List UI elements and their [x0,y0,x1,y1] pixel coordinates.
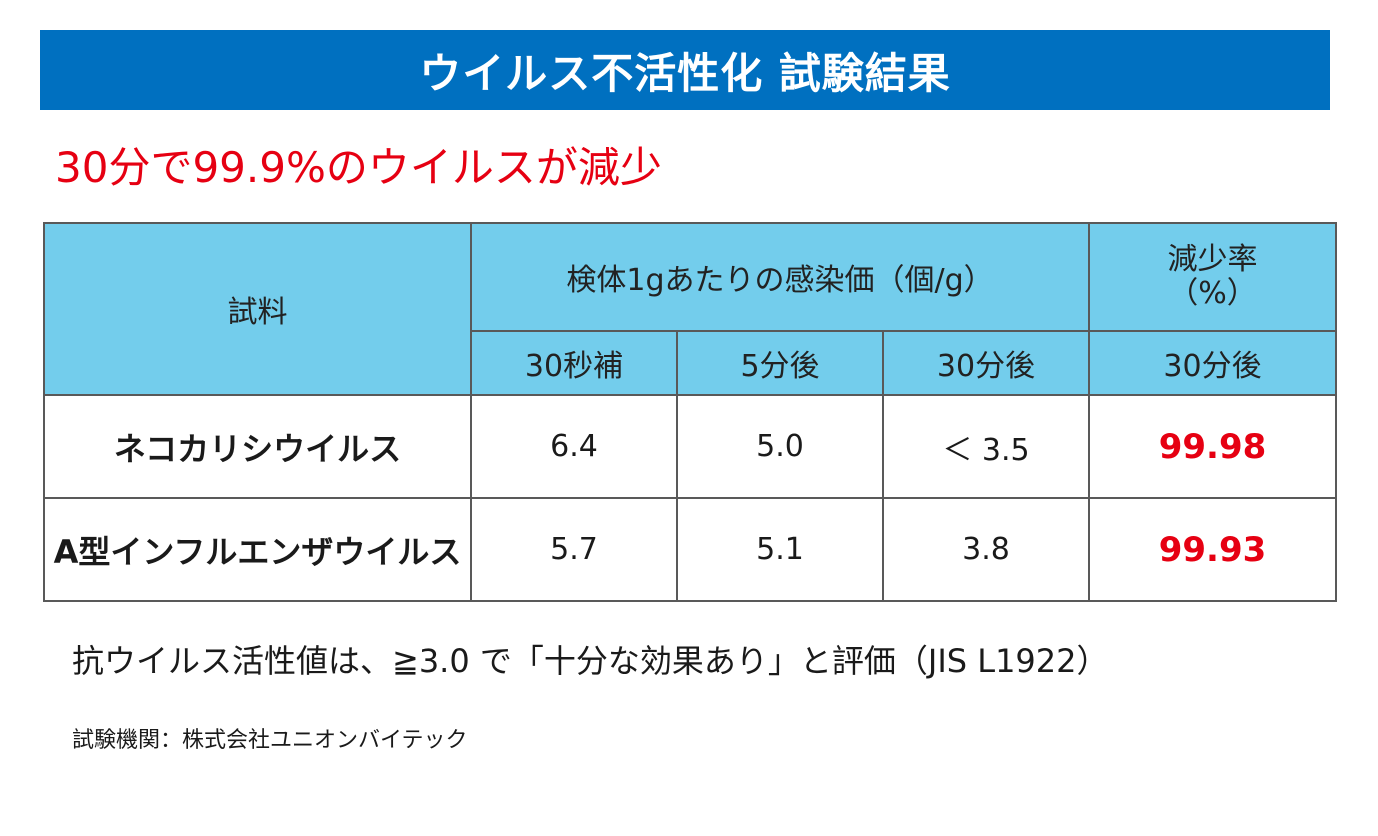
header-sample: 試料 [43,222,472,396]
subheader-30s: 30秒補 [470,330,678,396]
sample-name: A型インフルエンザウイルス [43,497,472,602]
evaluation-note: 抗ウイルス活性値は、≧3.0 で「十分な効果あり」と評価（JIS L1922） [72,642,1109,680]
table-subheader-row: 30秒補 5分後 30分後 30分後 [44,330,1337,396]
testing-institution: 試験機関：株式会社ユニオンバイテック [72,728,468,753]
table-row: ネコカリシウイルス 6.4 5.0 ＜ 3.5 99.98 [43,394,1337,499]
subheader-5m: 5分後 [676,330,884,396]
header-rate-label: 減少率 [1167,241,1258,277]
value-5m: 5.1 [676,497,884,602]
value-30s: 5.7 [470,497,678,602]
title-banner: ウイルス不活性化 試験結果 [40,30,1330,110]
value-5m: 5.0 [676,394,884,499]
value-30m: ＜ 3.5 [882,394,1090,499]
headline: 30分で99.9%のウイルスが減少 [55,143,662,192]
results-table: 試料 検体1gあたりの感染価（個/g） 減少率 （%） 30秒補 5分後 30分… [43,222,1337,602]
header-reduction-rate: 減少率 （%） [1088,222,1337,332]
reduction-rate: 99.93 [1088,497,1337,602]
subheader-rate-30m: 30分後 [1088,330,1337,396]
value-30m: 3.8 [882,497,1090,602]
subheader-30m: 30分後 [882,330,1090,396]
sample-name: ネコカリシウイルス [43,394,472,499]
table-row: A型インフルエンザウイルス 5.7 5.1 3.8 99.93 [43,497,1337,602]
reduction-rate: 99.98 [1088,394,1337,499]
header-rate-unit: （%） [1168,276,1257,311]
header-infectivity: 検体1gあたりの感染価（個/g） [470,222,1090,332]
page-title: ウイルス不活性化 試験結果 [419,48,951,98]
table-header-row: 試料 検体1gあたりの感染価（個/g） 減少率 （%） [43,222,1337,396]
value-30s: 6.4 [470,394,678,499]
